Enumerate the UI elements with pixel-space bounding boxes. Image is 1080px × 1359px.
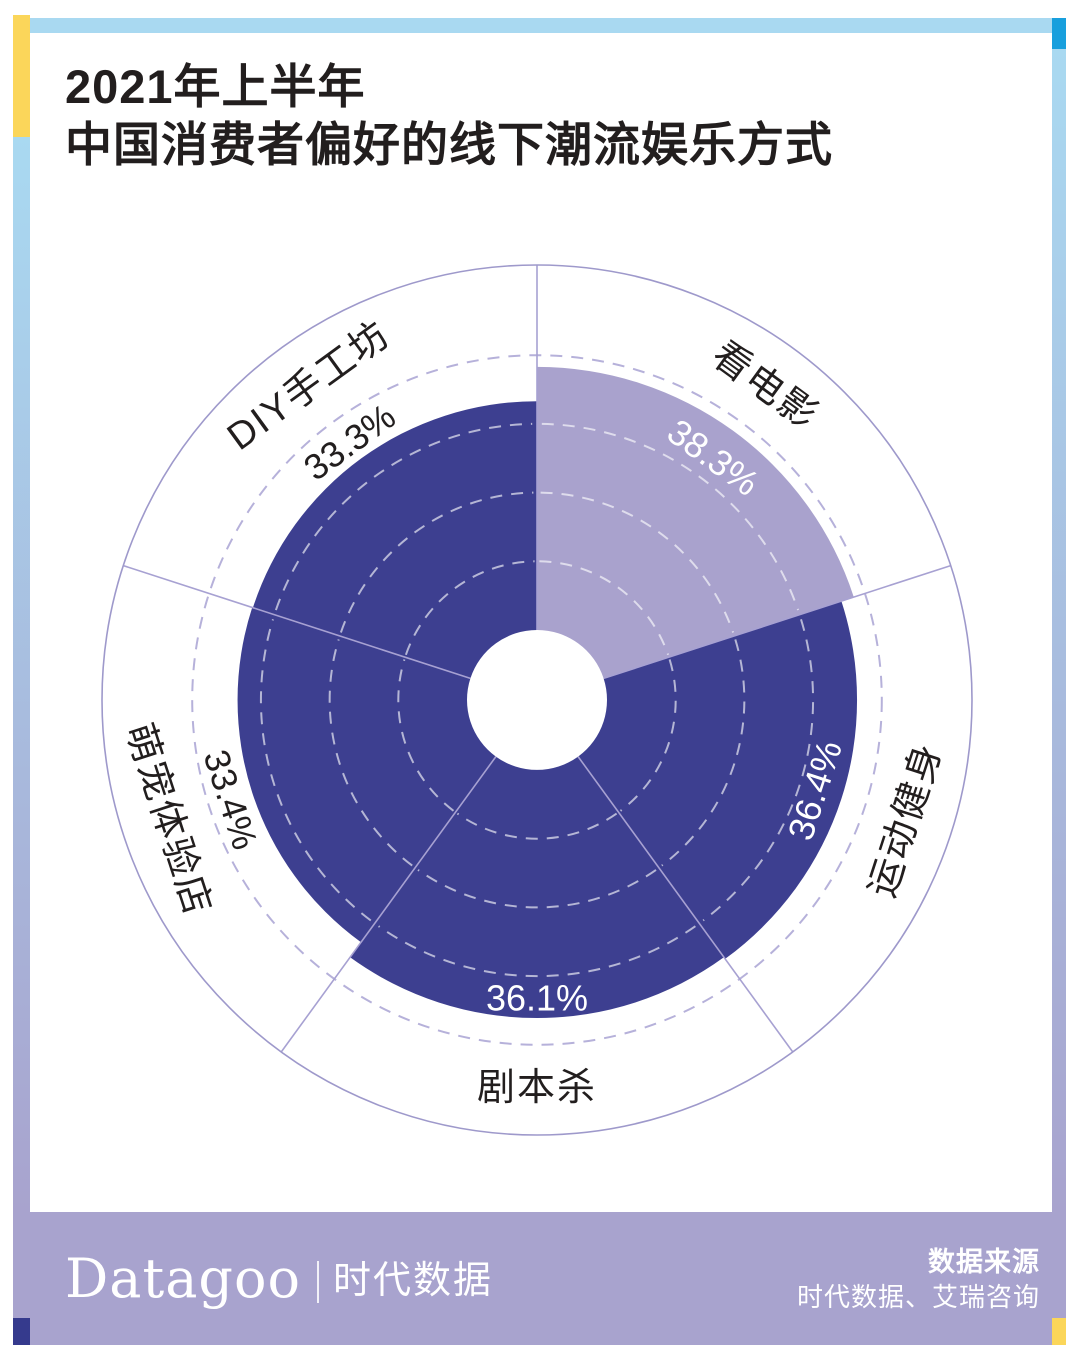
grid-arc-on-slice xyxy=(541,422,800,611)
grid-arc-on-slice xyxy=(404,560,535,656)
grid-arc-on-slice xyxy=(456,812,618,840)
data-source: 数据来源 时代数据、艾瑞咨询 xyxy=(797,1244,1040,1314)
data-source-label: 数据来源 xyxy=(928,1246,1040,1277)
grid-arc-on-slice xyxy=(259,619,372,922)
brand-logo: Datagoo 时代数据 xyxy=(65,1246,493,1310)
sector-divider xyxy=(603,564,951,680)
frame-top-bar xyxy=(30,18,1052,33)
grid-arc-on-slice xyxy=(378,925,696,978)
grid-arc-on-slice xyxy=(339,491,534,633)
grid-arc-on-slice xyxy=(328,639,413,867)
data-source-value: 时代数据、艾瑞咨询 xyxy=(796,1281,1040,1312)
brand-name-cn: 时代数据 xyxy=(332,1259,493,1302)
grid-arc-on-slice xyxy=(274,422,533,611)
sector-divider xyxy=(577,756,794,1053)
slice-category-label: 剧本杀 xyxy=(477,1067,597,1109)
brand-divider-line xyxy=(316,1260,319,1303)
grid-arc-on-slice xyxy=(540,491,735,633)
footer-band: Datagoo 时代数据 数据来源 时代数据、艾瑞咨询 xyxy=(13,1212,1066,1345)
title-line-1: 2021年上半年 xyxy=(65,60,366,113)
slice-category-label: 运动健身 xyxy=(861,737,950,902)
frame-bottom-left-navy-square xyxy=(13,1318,30,1345)
rose-slice-4 xyxy=(252,401,537,679)
grid-arc-on-slice xyxy=(539,560,670,656)
frame-right-bar xyxy=(1052,49,1066,1212)
grid-arc-on-slice xyxy=(619,659,677,812)
frame-top-right-blue-square xyxy=(1052,18,1066,49)
slice-category-label: 看电影 xyxy=(704,334,826,439)
slice-value-label: 36.1% xyxy=(486,978,588,1019)
grid-arc-on-slice xyxy=(661,639,746,867)
sector-divider xyxy=(123,564,471,680)
rose-slice-2 xyxy=(350,756,724,1019)
grid-arc-on-slice xyxy=(397,659,455,812)
brand-name-en: Datagoo xyxy=(65,1246,301,1310)
rose-slice-3 xyxy=(237,607,496,943)
grid-arc-on-slice xyxy=(702,619,815,922)
frame-bottom-right-yellow-square xyxy=(1052,1318,1066,1345)
slice-category-label: 萌宠体验店 xyxy=(117,718,219,921)
outer-ring xyxy=(101,264,973,1136)
page-title: 2021年上半年 中国消费者偏好的线下潮流娱乐方式 xyxy=(65,58,1005,174)
sector-divider xyxy=(280,756,497,1053)
frame-left-bar xyxy=(13,137,30,1212)
grid-arc-on-slice xyxy=(417,869,657,909)
rose-slice-1 xyxy=(578,601,858,959)
title-line-2: 中国消费者偏好的线下潮流娱乐方式 xyxy=(65,118,833,171)
frame-top-left-yellow-bar xyxy=(13,15,30,137)
rose-slice-0 xyxy=(537,366,854,679)
